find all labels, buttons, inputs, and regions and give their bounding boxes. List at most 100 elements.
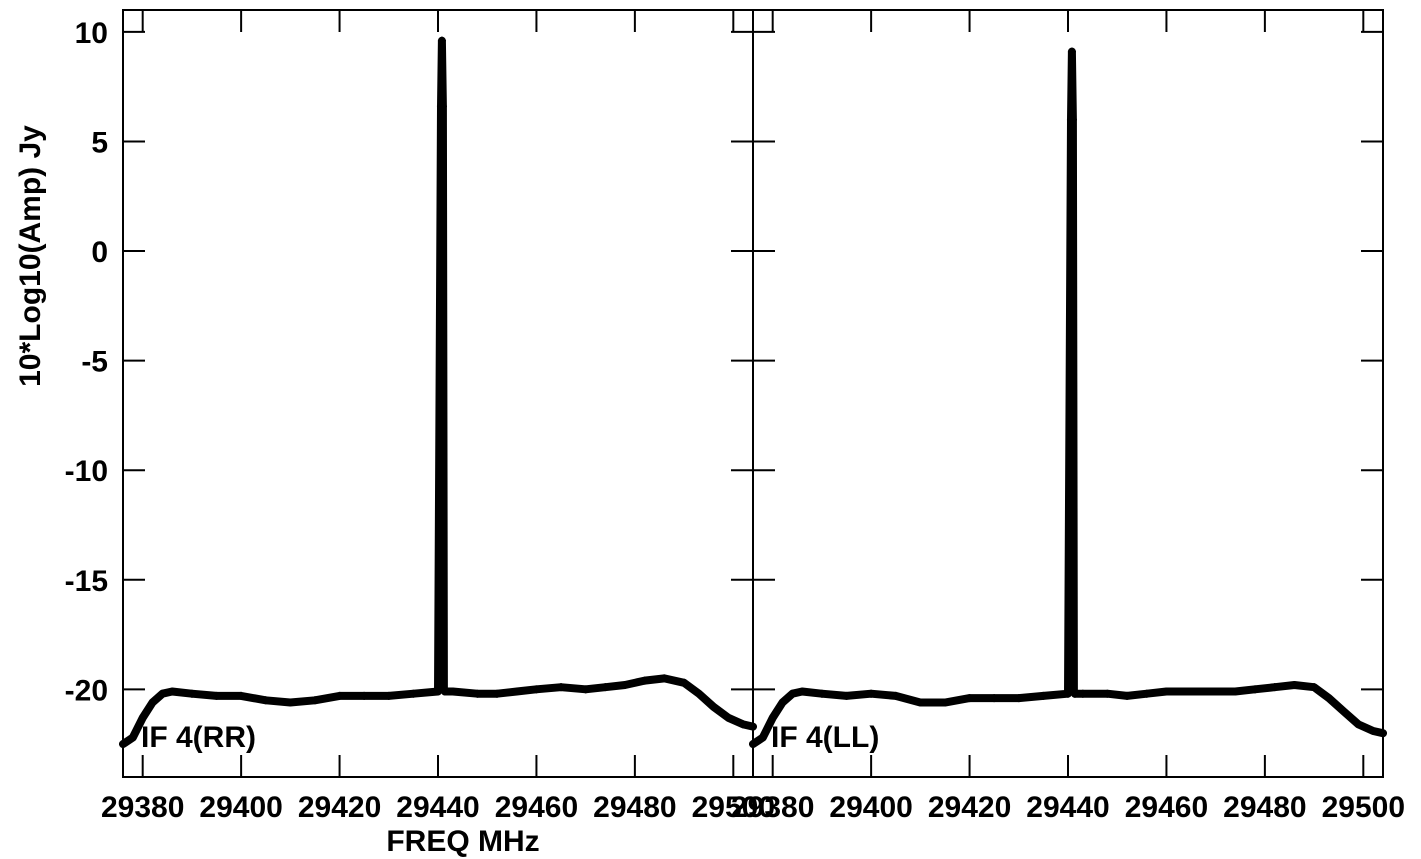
data-point	[798, 687, 807, 696]
x-tick-label: 29420	[928, 791, 1011, 824]
data-point	[1379, 729, 1387, 738]
data-point	[758, 733, 767, 742]
data-point	[817, 689, 826, 698]
data-point	[1231, 687, 1240, 696]
y-tick-label: -15	[65, 565, 108, 598]
y-axis-title: 10*Log10(Amp) Jy	[14, 125, 47, 387]
x-axis-tick-labels: 29380 29400 29420 29440 29460 29480 2950029380…	[101, 791, 1405, 824]
data-point	[768, 713, 777, 722]
data-point	[1324, 694, 1333, 703]
x-tick-label: 29480	[1223, 791, 1306, 824]
x-tick-label: 29500	[692, 791, 775, 824]
data-point	[1270, 683, 1279, 692]
data-point	[940, 698, 949, 707]
data-point	[1339, 707, 1348, 716]
y-tick-label: -20	[65, 674, 108, 707]
data-point	[1369, 726, 1378, 735]
data-point	[694, 689, 703, 698]
data-point	[532, 685, 541, 694]
y-tick-label: 10	[75, 17, 108, 50]
data-point	[739, 720, 748, 729]
data-point	[709, 702, 718, 711]
data-point	[212, 691, 221, 700]
x-tick-label: 29380	[101, 791, 184, 824]
data-point	[438, 102, 447, 111]
data-point	[128, 733, 137, 742]
x-tick-label: 29500	[1322, 791, 1405, 824]
y-tick-label: -5	[81, 346, 108, 379]
data-point	[148, 698, 157, 707]
y-tick-label: 5	[91, 126, 108, 159]
data-point	[286, 698, 295, 707]
y-axis-tick-labels: 10 5 0 -5 -10 -15 -20	[65, 17, 108, 707]
x-tick-label: 29460	[495, 791, 578, 824]
data-point	[1103, 689, 1112, 698]
data-point	[1039, 691, 1048, 700]
data-point	[512, 687, 521, 696]
data-point	[138, 713, 147, 722]
data-point	[660, 674, 669, 683]
data-point	[1078, 689, 1087, 698]
panel-rr: IF 4(RR)	[119, 9, 757, 778]
panel-label: IF 4(LL)	[771, 721, 879, 754]
data-point	[788, 689, 797, 698]
data-point	[1211, 687, 1220, 696]
x-tick-label: 29440	[1026, 791, 1109, 824]
data-point	[680, 678, 689, 687]
data-point	[493, 689, 502, 698]
y-tick-label: 0	[91, 236, 108, 269]
data-point	[749, 740, 757, 749]
data-point	[384, 691, 393, 700]
data-point	[965, 694, 974, 703]
data-point	[310, 696, 319, 705]
data-point	[1290, 680, 1299, 689]
data-point	[1251, 685, 1260, 694]
data-point	[842, 691, 851, 700]
data-point	[1064, 689, 1072, 698]
data-point	[1187, 687, 1196, 696]
x-tick-label: 29440	[396, 791, 479, 824]
data-point	[237, 691, 246, 700]
data-point	[1123, 691, 1132, 700]
x-axis-title: FREQ MHz	[386, 825, 539, 858]
data-point	[448, 687, 457, 696]
x-tick-label: 29420	[298, 791, 381, 824]
data-point	[335, 691, 344, 700]
data-point	[724, 713, 733, 722]
data-point	[473, 689, 482, 698]
data-point	[409, 689, 418, 698]
data-point	[119, 740, 127, 749]
x-tick-label: 29400	[829, 791, 912, 824]
data-point	[261, 696, 270, 705]
panel-ll: IF 4(LL)	[749, 9, 1387, 778]
data-point	[1067, 47, 1076, 56]
panel-label: IF 4(RR)	[141, 721, 256, 754]
x-tick-label: 29480	[593, 791, 676, 824]
data-point	[778, 698, 787, 707]
data-point	[581, 685, 590, 694]
data-point	[1142, 689, 1151, 698]
data-point	[1310, 683, 1319, 692]
data-point	[1068, 115, 1077, 124]
x-tick-label: 29400	[199, 791, 282, 824]
data-point	[360, 691, 369, 700]
data-point	[158, 689, 167, 698]
data-point	[437, 36, 446, 45]
x-tick-label: 29460	[1125, 791, 1208, 824]
data-point	[1070, 689, 1079, 698]
data-point	[990, 694, 999, 703]
data-point	[1162, 687, 1171, 696]
data-point	[867, 689, 876, 698]
data-point	[434, 687, 442, 696]
data-point	[557, 683, 566, 692]
data-point	[640, 676, 649, 685]
data-point	[621, 680, 630, 689]
y-tick-label: -10	[65, 455, 108, 488]
data-point	[440, 687, 449, 696]
data-point	[601, 683, 610, 692]
data-point	[1014, 694, 1023, 703]
x-tick-label: 29380	[731, 791, 814, 824]
data-point	[187, 689, 196, 698]
data-point	[1354, 720, 1363, 729]
